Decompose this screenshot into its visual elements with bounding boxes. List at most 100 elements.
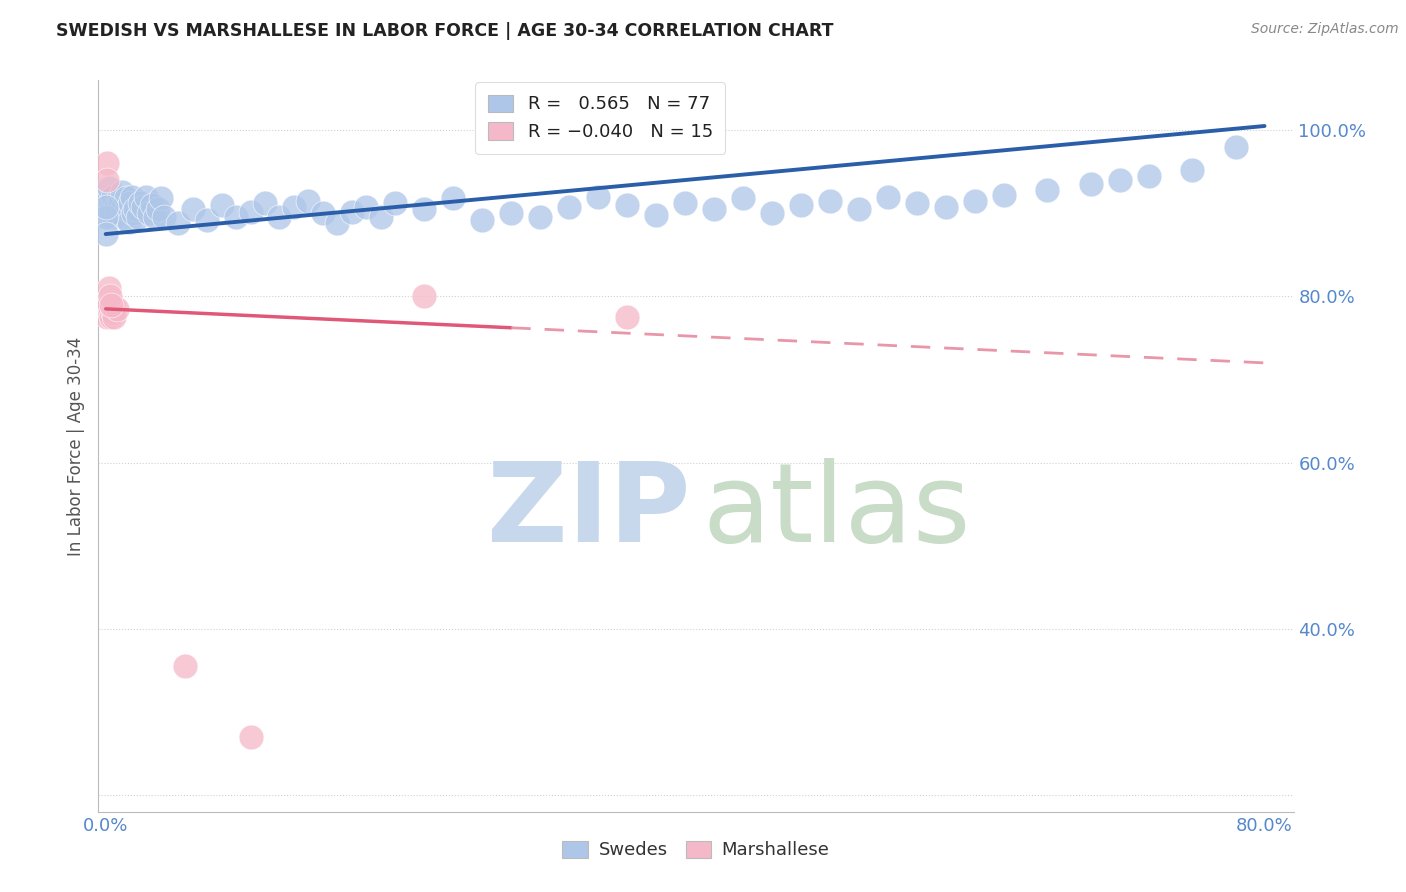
Point [149,191,172,205]
Point [152,211,174,225]
Point [673,196,696,211]
Point [340,204,363,219]
Point [181,202,204,216]
Point [105,204,128,219]
Point [110,186,132,200]
Text: SWEDISH VS MARSHALLESE IN LABOR FORCE | AGE 30-34 CORRELATION CHART: SWEDISH VS MARSHALLESE IN LABOR FORCE | … [56,22,834,40]
Point [471,213,494,227]
Point [96,156,118,170]
Point [818,194,841,208]
Point [101,306,124,320]
Point [120,196,142,211]
Point [370,211,392,225]
Point [98,306,121,320]
Point [174,659,197,673]
Point [107,191,129,205]
Text: ZIP: ZIP [486,458,690,566]
Point [114,211,136,225]
Point [96,310,118,325]
Point [94,211,117,225]
Point [129,196,152,211]
Point [848,202,870,216]
Point [384,196,406,211]
Point [124,202,146,216]
Point [616,310,638,325]
Point [283,200,305,214]
Point [167,216,190,230]
Point [645,208,668,222]
Point [441,191,464,205]
Y-axis label: In Labor Force | Age 30-34: In Labor Force | Age 30-34 [67,336,86,556]
Point [115,191,138,205]
Point [761,206,783,220]
Point [96,194,118,208]
Point [112,200,135,214]
Point [326,216,349,230]
Point [616,198,638,212]
Point [103,211,125,225]
Point [101,298,124,312]
Point [97,181,120,195]
Point [356,200,378,214]
Point [94,200,117,214]
Point [100,202,122,216]
Point [1108,173,1130,187]
Point [963,194,986,208]
Point [225,211,247,225]
Point [108,196,131,211]
Point [96,173,118,187]
Point [731,191,754,205]
Point [239,204,262,219]
Point [98,198,121,212]
Point [253,196,276,211]
Point [132,200,155,214]
Point [239,730,262,744]
Point [118,214,141,228]
Point [312,206,335,220]
Point [103,310,125,325]
Point [104,200,127,214]
Point [877,189,900,203]
Point [1181,163,1204,178]
Point [97,281,120,295]
Point [297,194,319,208]
Point [141,198,163,212]
Point [1080,177,1102,191]
Point [105,301,128,316]
Point [905,196,928,211]
Point [195,213,218,227]
Point [98,211,121,225]
Point [143,211,166,225]
Point [529,211,551,225]
Point [1225,140,1247,154]
Point [117,202,139,216]
Text: atlas: atlas [702,458,970,566]
Text: Source: ZipAtlas.com: Source: ZipAtlas.com [1251,22,1399,37]
Point [1137,169,1160,183]
Point [993,188,1015,202]
Point [121,189,143,203]
Point [100,298,122,312]
Point [135,189,157,203]
Point [501,206,523,220]
Point [100,310,122,325]
Point [586,189,609,203]
Point [138,206,160,220]
Legend: Swedes, Marshallese: Swedes, Marshallese [554,831,838,869]
Point [98,289,121,303]
Point [269,211,291,225]
Point [413,289,436,303]
Point [97,298,120,312]
Point [127,211,149,225]
Point [1036,183,1059,197]
Point [146,202,169,216]
Point [122,206,145,220]
Point [211,198,233,212]
Point [935,200,957,214]
Point [790,198,813,212]
Point [558,200,581,214]
Point [94,227,117,241]
Point [413,202,436,216]
Point [101,189,124,203]
Point [703,202,725,216]
